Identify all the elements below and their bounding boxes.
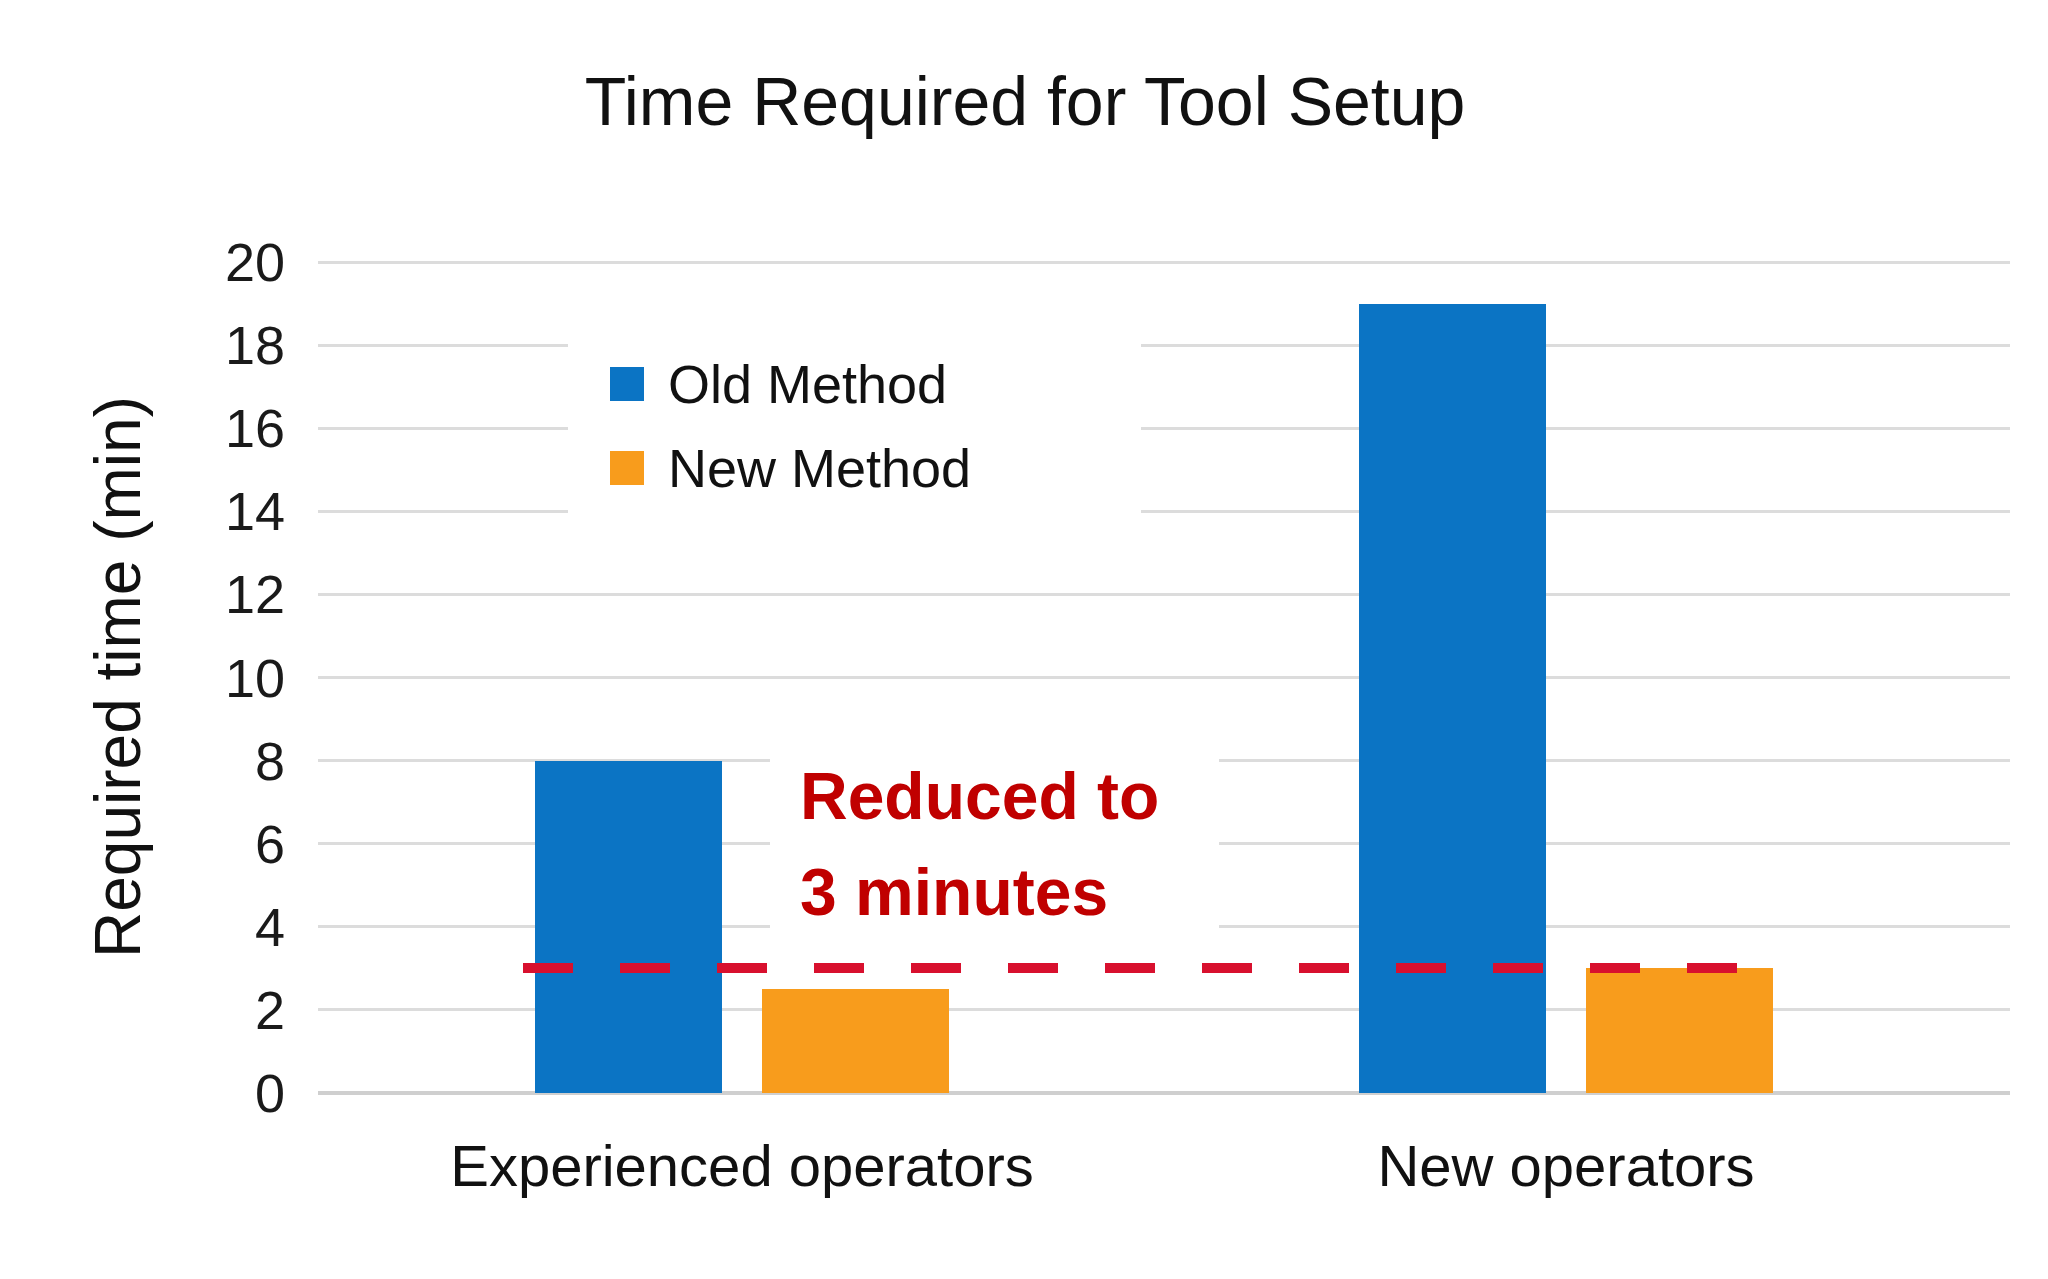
y-tick-label-20: 20 bbox=[0, 235, 285, 289]
dashed-reference-line-3-min bbox=[523, 963, 1773, 973]
x-category-label-new-operators: New operators bbox=[1377, 1132, 1754, 1199]
legend-item-new-method: New Method bbox=[610, 438, 971, 498]
y-tick-label-14: 14 bbox=[0, 484, 285, 538]
annotation-line-2: 3 minutes bbox=[800, 844, 1159, 940]
gridline-y-10 bbox=[318, 676, 2010, 679]
bar-new-method-experienced-operators bbox=[762, 989, 949, 1093]
legend-label-old-method: Old Method bbox=[668, 354, 947, 414]
y-tick-label-4: 4 bbox=[0, 900, 285, 954]
y-tick-label-12: 12 bbox=[0, 567, 285, 621]
bar-chart: Time Required for Tool Setup Required ti… bbox=[0, 0, 2048, 1279]
legend-swatch-old-method-icon bbox=[610, 367, 644, 401]
gridline-y-20 bbox=[318, 261, 2010, 264]
y-tick-label-10: 10 bbox=[0, 651, 285, 705]
y-tick-label-8: 8 bbox=[0, 734, 285, 788]
y-tick-label-0: 0 bbox=[0, 1066, 285, 1120]
legend: Old Method New Method bbox=[568, 342, 1141, 516]
chart-title: Time Required for Tool Setup bbox=[585, 62, 1466, 140]
bar-new-method-new-operators bbox=[1586, 968, 1773, 1093]
plot-area: Old Method New Method Reduced to 3 minut… bbox=[318, 262, 2010, 1093]
y-tick-label-16: 16 bbox=[0, 401, 285, 455]
legend-swatch-new-method-icon bbox=[610, 451, 644, 485]
bar-old-method-experienced-operators bbox=[535, 761, 722, 1093]
annotation-line-1: Reduced to bbox=[800, 748, 1159, 844]
y-tick-label-2: 2 bbox=[0, 983, 285, 1037]
legend-item-old-method: Old Method bbox=[610, 354, 971, 414]
y-tick-label-6: 6 bbox=[0, 817, 285, 871]
gridline-y-12 bbox=[318, 593, 2010, 596]
y-tick-label-18: 18 bbox=[0, 318, 285, 372]
legend-label-new-method: New Method bbox=[668, 438, 971, 498]
x-category-label-experienced-operators: Experienced operators bbox=[450, 1132, 1034, 1199]
annotation-reduced-to-3-minutes: Reduced to 3 minutes bbox=[770, 740, 1219, 956]
bar-old-method-new-operators bbox=[1359, 304, 1546, 1093]
